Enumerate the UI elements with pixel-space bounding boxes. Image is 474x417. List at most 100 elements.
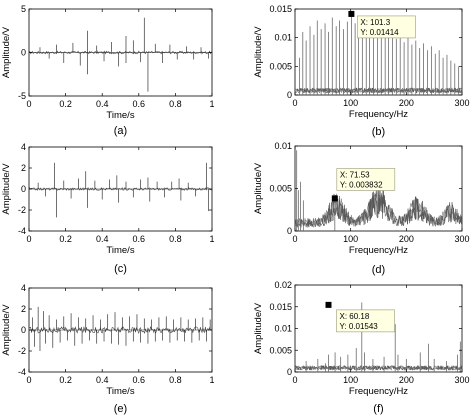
- panel-e-xtick-label-4: 0.8: [169, 375, 182, 385]
- panel-e: 0 0.2 0.4 0.6 0.8 1 4 2 0 -2 -4 Time/s Amplitude/V (e…: [1, 283, 215, 415]
- panel-c: 0 0.2 0.4 0.6 0.8 1 4 2 0 -2 -4 Time/s Amplitude/V (c…: [1, 142, 215, 275]
- panel-e-caption: (e): [114, 403, 127, 415]
- panel-c-ytick-label-1: 2: [21, 163, 26, 173]
- panel-e-xlabel: Time/s: [106, 386, 134, 397]
- panel-d-ytick-label-2: 0: [287, 226, 292, 236]
- panel-f-ytick-label-1: 0.015: [269, 302, 292, 312]
- panel-f-xtick-label-3: 300: [454, 375, 469, 385]
- panel-b-spectrum-trace-2: [295, 87, 462, 94]
- panel-c-xtick-label-4: 0.8: [169, 234, 182, 244]
- panel-d-ylabel: Amplitude/V: [253, 162, 264, 214]
- panel-c-series: [29, 162, 212, 218]
- panel-e-ylabel: Amplitude/V: [1, 304, 12, 356]
- panel-d: 0 100 200 300 0.01 0.005 0 Frequency/Hz Amplitud…: [253, 141, 470, 276]
- panel-c-xtick-label-3: 0.6: [133, 234, 146, 244]
- panel-e-ytick-label-2: 0: [21, 325, 26, 335]
- panel-d-data-cursor-callout: [336, 168, 396, 191]
- panel-a-xtick-label-0: 0: [26, 99, 31, 109]
- panel-d-data-cursor-x: X: 71.53: [340, 170, 370, 179]
- panel-e-xtick-label-3: 0.6: [133, 375, 146, 385]
- panel-e-series: [29, 306, 212, 351]
- panel-c-xtick-label-0: 0: [26, 234, 31, 244]
- panel-d-spectrum-trace-2: [295, 187, 462, 228]
- panel-d-data-cursor-marker: [331, 195, 338, 202]
- panel-c-baseline-trace: [29, 187, 212, 192]
- panel-e-xtick-label-5: 1: [209, 375, 214, 385]
- panel-a-xtick-label-2: 0.4: [96, 99, 109, 109]
- panel-f-xtick-label-1: 100: [343, 375, 358, 385]
- panel-f-series: [295, 302, 462, 372]
- panel-a-ylabel: Amplitude/V: [1, 26, 12, 78]
- panel-c-ylabel: Amplitude/V: [1, 163, 12, 215]
- panel-c-ytick-label-0: 4: [21, 142, 26, 152]
- panel-f-data-cursor-callout: [336, 309, 395, 333]
- panel-c-ytick-label-2: 0: [21, 184, 26, 194]
- panel-f-ytick-label-2: 0.01: [274, 324, 292, 334]
- panel-b-xtick-label-3: 300: [454, 98, 469, 108]
- panel-f-xlabel: Frequency/Hz: [349, 386, 408, 397]
- panel-a-xlabel: Time/s: [106, 110, 134, 121]
- panel-a-caption: (a): [114, 125, 127, 137]
- panel-a-xtick-label-5: 1: [209, 99, 214, 109]
- panel-a-ytick-label-0: 5: [21, 4, 26, 14]
- panel-e-ytick-label-3: -2: [18, 346, 26, 356]
- panel-b: 0 100 200 300 0.015 0.01 0.005 0 Frequency/Hz Amp…: [253, 4, 470, 138]
- panel-c-xtick-label-1: 0.2: [59, 234, 72, 244]
- panel-b-data-cursor-x: X: 101.3: [360, 18, 390, 27]
- panel-e-ytick-label-4: -4: [18, 367, 26, 377]
- panel-b-xtick-label-2: 200: [399, 98, 414, 108]
- panel-d-xtick-label-2: 200: [399, 234, 414, 244]
- panel-d-ytick-label-0: 0.01: [274, 141, 292, 151]
- panel-a-xtick-label-1: 0.2: [59, 99, 72, 109]
- panel-b-caption: (b): [372, 126, 385, 138]
- panel-b-ytick-label-0: 0.015: [269, 4, 292, 14]
- panel-e-xtick-label-2: 0.4: [96, 375, 109, 385]
- panel-d-caption: (d): [372, 264, 385, 276]
- panel-b-ytick-label-2: 0.005: [269, 61, 292, 71]
- panel-e-baseline-trace: [29, 325, 212, 335]
- panel-a-xtick-label-4: 0.8: [169, 99, 182, 109]
- panel-e-ytick-label-1: 2: [21, 304, 26, 314]
- panel-b-data-cursor-callout: [357, 15, 416, 39]
- panel-f-ytick-label-0: 0.02: [274, 280, 292, 290]
- panel-c-ytick-label-3: -2: [18, 205, 26, 215]
- panel-c-xlabel: Time/s: [106, 245, 134, 256]
- panel-b-xtick-label-0: 0: [292, 98, 297, 108]
- panel-e-ytick-label-0: 4: [21, 283, 26, 293]
- panel-c-xtick-label-2: 0.4: [96, 234, 109, 244]
- panel-d-xtick-label-1: 100: [343, 234, 358, 244]
- panel-f-xtick-label-0: 0: [292, 375, 297, 385]
- panel-b-ylabel: Amplitude/V: [253, 26, 264, 78]
- panel-a-ytick-label-1: 0: [21, 48, 26, 58]
- panel-b-ytick-label-1: 0.01: [274, 33, 292, 43]
- panel-f-data-cursor-x: X: 60.18: [340, 312, 370, 321]
- panel-f-ytick-label-4: 0: [287, 367, 292, 377]
- panel-f-ylabel: Amplitude/V: [253, 302, 264, 354]
- panel-e-xtick-label-1: 0.2: [59, 375, 72, 385]
- panel-f-data-cursor-marker: [325, 301, 332, 308]
- panel-f-xtick-label-2: 200: [399, 375, 414, 385]
- panel-b-data-cursor-y: Y: 0.01414: [360, 28, 399, 37]
- panel-b-xlabel: Frequency/Hz: [349, 109, 408, 120]
- panel-f: 0 100 200 300 0.02 0.015 0.01 0.005 0 Frequency/H…: [253, 280, 470, 415]
- panel-d-ytick-label-1: 0.005: [269, 184, 292, 194]
- panel-f-caption: (f): [373, 403, 383, 415]
- panel-a-ytick-label-2: -5: [18, 91, 26, 101]
- panel-e-xtick-label-0: 0: [26, 375, 31, 385]
- panel-a-xtick-label-3: 0.6: [133, 99, 146, 109]
- panel-c-caption: (c): [114, 263, 127, 275]
- panel-c-xtick-label-5: 1: [209, 234, 214, 244]
- panel-b-data-cursor-marker: [348, 10, 355, 17]
- panel-d-series: [295, 150, 462, 231]
- panel-c-ytick-label-4: -4: [18, 226, 26, 236]
- panel-b-xtick-label-1: 100: [343, 98, 358, 108]
- panel-f-data-cursor-y: Y: 0.01543: [340, 322, 379, 331]
- panel-b-ytick-label-3: 0: [287, 90, 292, 100]
- panel-d-xlabel: Frequency/Hz: [349, 245, 408, 256]
- panel-d-data-cursor-y: Y: 0.003832: [340, 180, 383, 189]
- panel-d-xtick-label-0: 0: [292, 234, 297, 244]
- panel-a-series: [29, 17, 212, 92]
- panel-f-ytick-label-3: 0.005: [269, 345, 292, 355]
